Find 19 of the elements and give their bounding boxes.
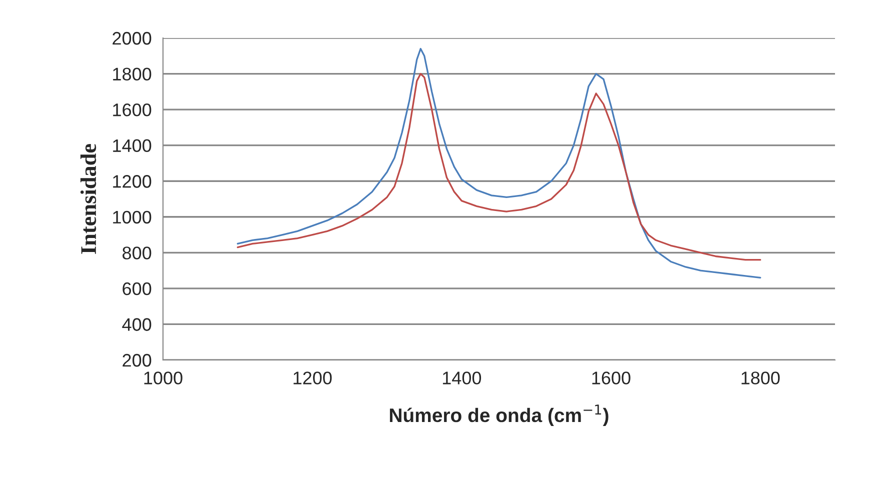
x-tick-label: 1400	[442, 372, 482, 384]
x-tick-label: 1000	[144, 372, 182, 384]
y-axis-title: Intensidade	[80, 144, 96, 254]
x-axis-title: Número de onda (cm$^{−1}$)	[390, 404, 608, 426]
y-tick-label: 2000	[112, 32, 152, 45]
y-tick-label: 200	[122, 354, 152, 367]
x-tick-label: 1800	[742, 372, 780, 384]
line-series	[236, 48, 762, 279]
y-tick-label: 1000	[113, 210, 152, 224]
y-tick-label: 1400	[113, 139, 152, 152]
y-tick-label: 1800	[113, 68, 152, 80]
y-tick-label: 1600	[113, 103, 152, 116]
y-tick-label: 600	[122, 282, 152, 296]
y-tick-label: 800	[122, 246, 152, 260]
x-tick-label: 1200	[294, 372, 332, 384]
line-series	[236, 72, 762, 261]
y-tick-label: 1200	[113, 175, 152, 188]
y-tick-label: 400	[122, 318, 152, 331]
x-tick-label: 1600	[592, 372, 630, 384]
